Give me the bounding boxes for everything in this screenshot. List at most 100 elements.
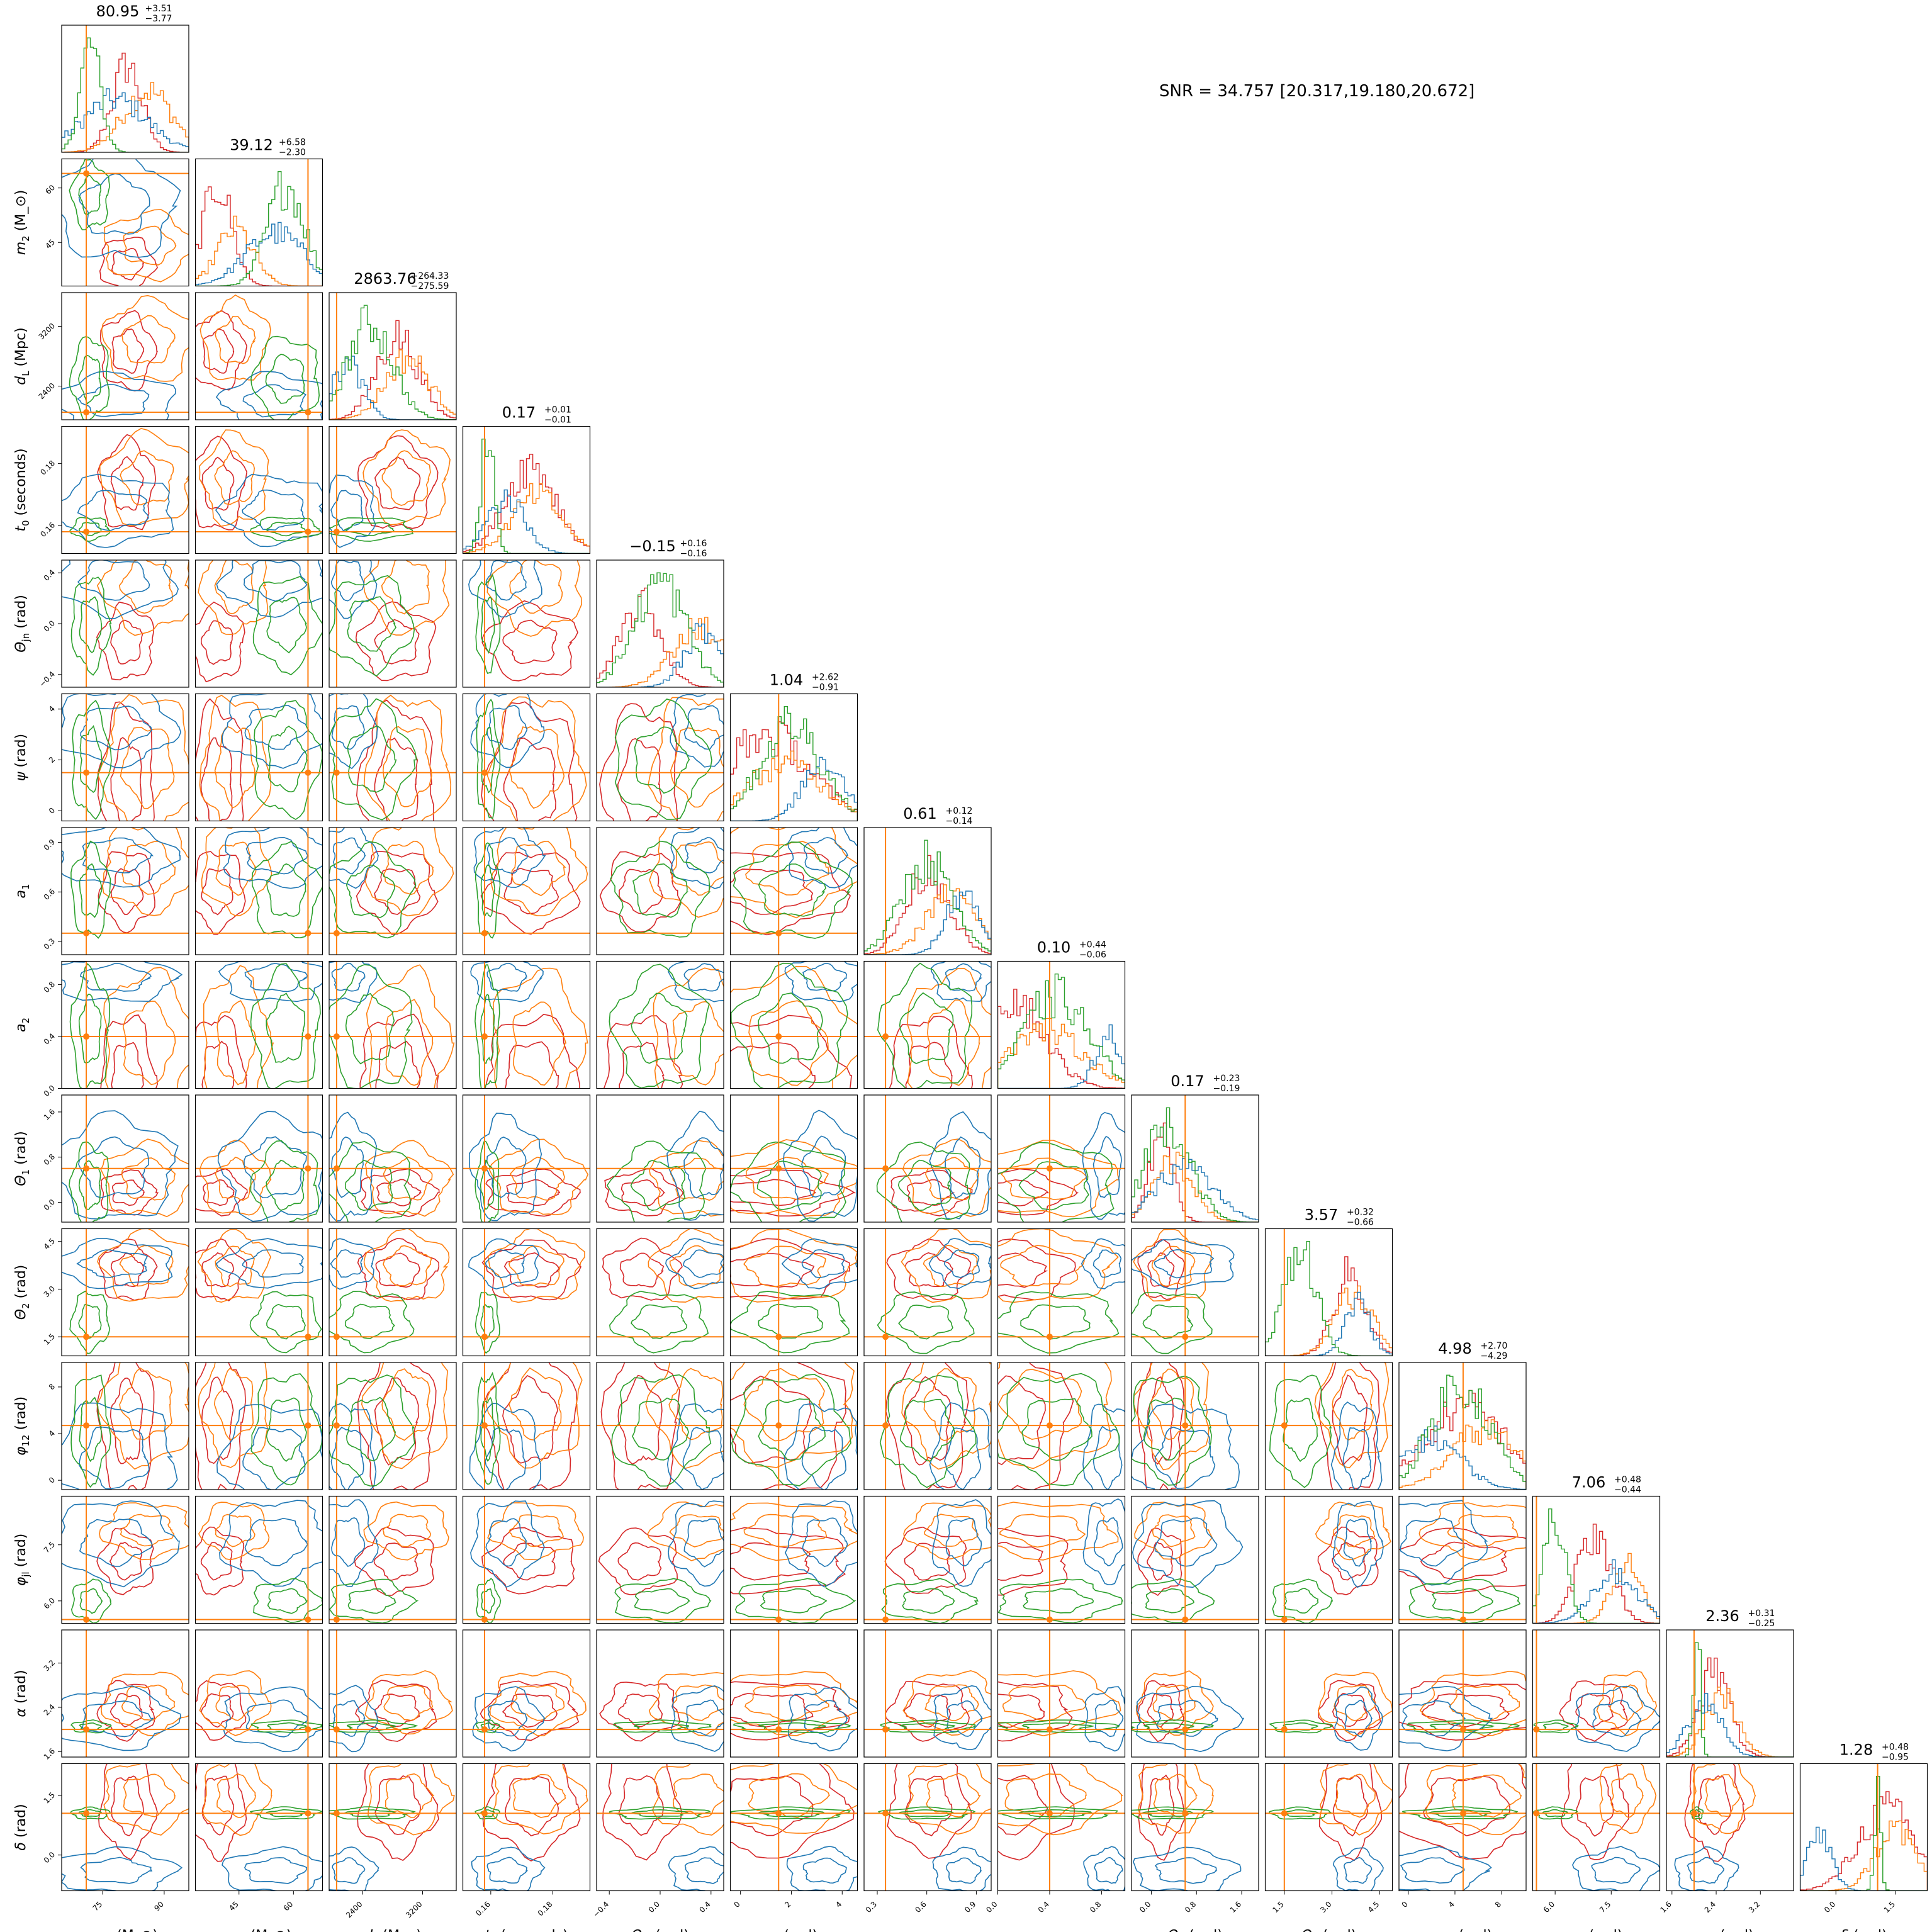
panel-8-7	[997, 1094, 1126, 1223]
contour-series-3	[610, 840, 711, 938]
panel-10-3	[462, 1362, 591, 1490]
contour-series-0	[98, 1763, 158, 1860]
contour-series-1	[123, 225, 177, 266]
contour-series-1	[1425, 1763, 1526, 1835]
contour-series-3	[733, 1719, 851, 1733]
hist-series-3	[730, 706, 858, 821]
diag-title: 4.98	[1438, 1340, 1471, 1357]
panel-frame	[997, 1763, 1126, 1892]
contour-series-0	[503, 1252, 560, 1288]
contour-series-2	[330, 490, 364, 532]
contour-series-2	[1575, 1685, 1660, 1752]
panel-frame	[462, 1228, 591, 1357]
truth-marker	[305, 1726, 312, 1733]
contour-series-1	[1138, 1763, 1214, 1834]
contour-series-1	[652, 1763, 724, 1836]
truth-marker	[1281, 1810, 1288, 1817]
panel-body	[997, 1362, 1125, 1490]
contour-series-1	[1002, 1685, 1087, 1721]
truth-marker	[882, 1422, 889, 1429]
panel-8-1	[194, 1094, 323, 1223]
panel-frame	[1264, 1495, 1393, 1624]
contour-series-1	[672, 1001, 724, 1086]
x-axis-label: m2 (M_⊙)	[227, 1928, 292, 1932]
y-axis-label: Θjn (rad)	[13, 595, 31, 653]
panel-12-10	[1398, 1629, 1527, 1758]
panel-frame	[596, 1629, 724, 1758]
contour-series-0	[480, 851, 581, 935]
contour-series-0	[730, 1763, 855, 1859]
contour-series-1	[669, 1245, 724, 1287]
panel-frame	[61, 1763, 189, 1892]
diag-title-minus: −0.16	[680, 549, 707, 559]
y-tick-label: 1.5	[42, 1332, 57, 1346]
panel-body	[329, 1496, 456, 1624]
panel-body	[1532, 1630, 1660, 1757]
panel-6-6: 0.61 +0.12−0.14	[863, 805, 992, 955]
panel-10-0: 0 4 8 φ12 (rad)	[13, 1362, 189, 1490]
panel-11-7	[997, 1495, 1126, 1624]
panel-body	[463, 1228, 590, 1356]
contour-series-0	[621, 1179, 666, 1206]
contour-series-0	[202, 1179, 235, 1206]
contour-series-2	[1342, 1427, 1372, 1490]
contour-series-1	[122, 1001, 176, 1086]
contour-series-0	[374, 868, 421, 915]
x-tick-label: 6.0	[1542, 1900, 1556, 1914]
panel-13-2: 2400 3200 dL (Mpc)	[329, 1763, 457, 1932]
panel-frame	[863, 1629, 992, 1758]
contour-series-1	[119, 1245, 174, 1287]
contour-series-2	[62, 1402, 178, 1490]
contour-series-0	[730, 1527, 846, 1595]
y-tick-label: 4	[47, 1429, 57, 1438]
contour-series-1	[1315, 1502, 1391, 1561]
contour-series-3	[997, 1806, 1118, 1820]
contour-series-2	[77, 490, 149, 532]
contour-series-3	[631, 992, 688, 1064]
y-tick-label: 0.9	[42, 838, 57, 852]
contour-series-1	[1704, 1774, 1742, 1817]
x-tick-label: 2	[783, 1900, 792, 1909]
contour-series-1	[1419, 1670, 1526, 1737]
panel-body	[597, 1671, 724, 1752]
panel-11-10	[1398, 1495, 1527, 1624]
truth-marker	[481, 1033, 488, 1040]
panel-12-1	[194, 1629, 323, 1758]
truth-marker	[1182, 1726, 1189, 1733]
contour-series-1	[121, 1684, 176, 1721]
contour-series-2	[473, 828, 546, 888]
diag-title: 0.17	[1171, 1072, 1204, 1090]
truth-marker	[83, 1334, 90, 1340]
truth-marker	[83, 1810, 90, 1817]
panel-12-7	[997, 1629, 1126, 1758]
hist-series-0	[329, 320, 456, 420]
contour-series-1	[647, 1501, 724, 1561]
contour-series-2	[670, 828, 724, 889]
truth-marker	[305, 1165, 312, 1172]
panel-frame	[194, 693, 323, 822]
contour-series-1	[216, 1773, 256, 1818]
contour-series-0	[760, 1362, 846, 1490]
contour-series-2	[62, 371, 176, 420]
contour-series-0	[889, 1015, 974, 1089]
contour-series-1	[1000, 1245, 1085, 1287]
snr-annotation: SNR = 34.757 [20.317,19.180,20.672]	[1159, 82, 1475, 101]
contour-series-3	[250, 335, 320, 420]
contour-series-3	[480, 1159, 495, 1210]
contour-series-3	[1406, 1719, 1520, 1734]
contour-series-0	[110, 1377, 143, 1464]
panel-frame	[863, 1094, 992, 1223]
panel-frame	[596, 960, 724, 1089]
panel-frame	[462, 1362, 591, 1490]
diag-title: −0.15	[629, 537, 676, 555]
panel-7-1	[194, 960, 323, 1089]
panel-frame	[194, 1228, 323, 1357]
contour-series-3	[347, 596, 397, 652]
contour-series-0	[617, 1542, 662, 1581]
contour-series-1	[1135, 1670, 1214, 1736]
contour-series-0	[354, 1680, 437, 1742]
panel-body	[730, 961, 858, 1089]
contour-series-2	[784, 1500, 858, 1588]
y-axis-label: Θ2 (rad)	[13, 1265, 31, 1320]
truth-marker	[1046, 1726, 1053, 1733]
